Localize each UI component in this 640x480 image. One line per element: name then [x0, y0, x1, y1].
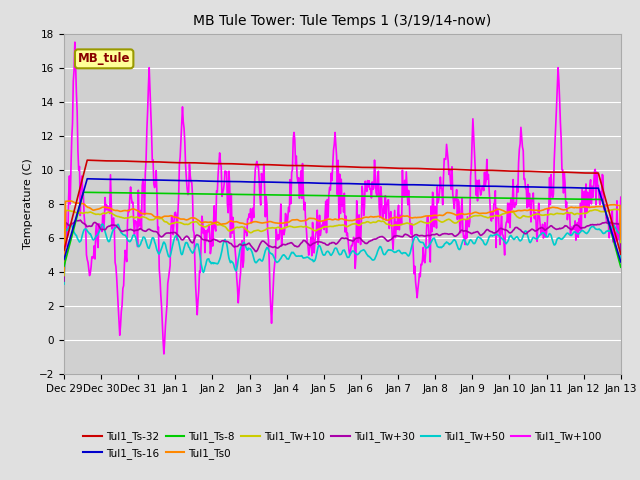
Legend: Tul1_Ts-32, Tul1_Ts-16, Tul1_Ts-8, Tul1_Ts0, Tul1_Tw+10, Tul1_Tw+30, Tul1_Tw+50,: Tul1_Ts-32, Tul1_Ts-16, Tul1_Ts-8, Tul1_…: [79, 427, 605, 463]
Title: MB Tule Tower: Tule Temps 1 (3/19/14-now): MB Tule Tower: Tule Temps 1 (3/19/14-now…: [193, 14, 492, 28]
Text: MB_tule: MB_tule: [78, 52, 131, 65]
Y-axis label: Temperature (C): Temperature (C): [23, 158, 33, 250]
